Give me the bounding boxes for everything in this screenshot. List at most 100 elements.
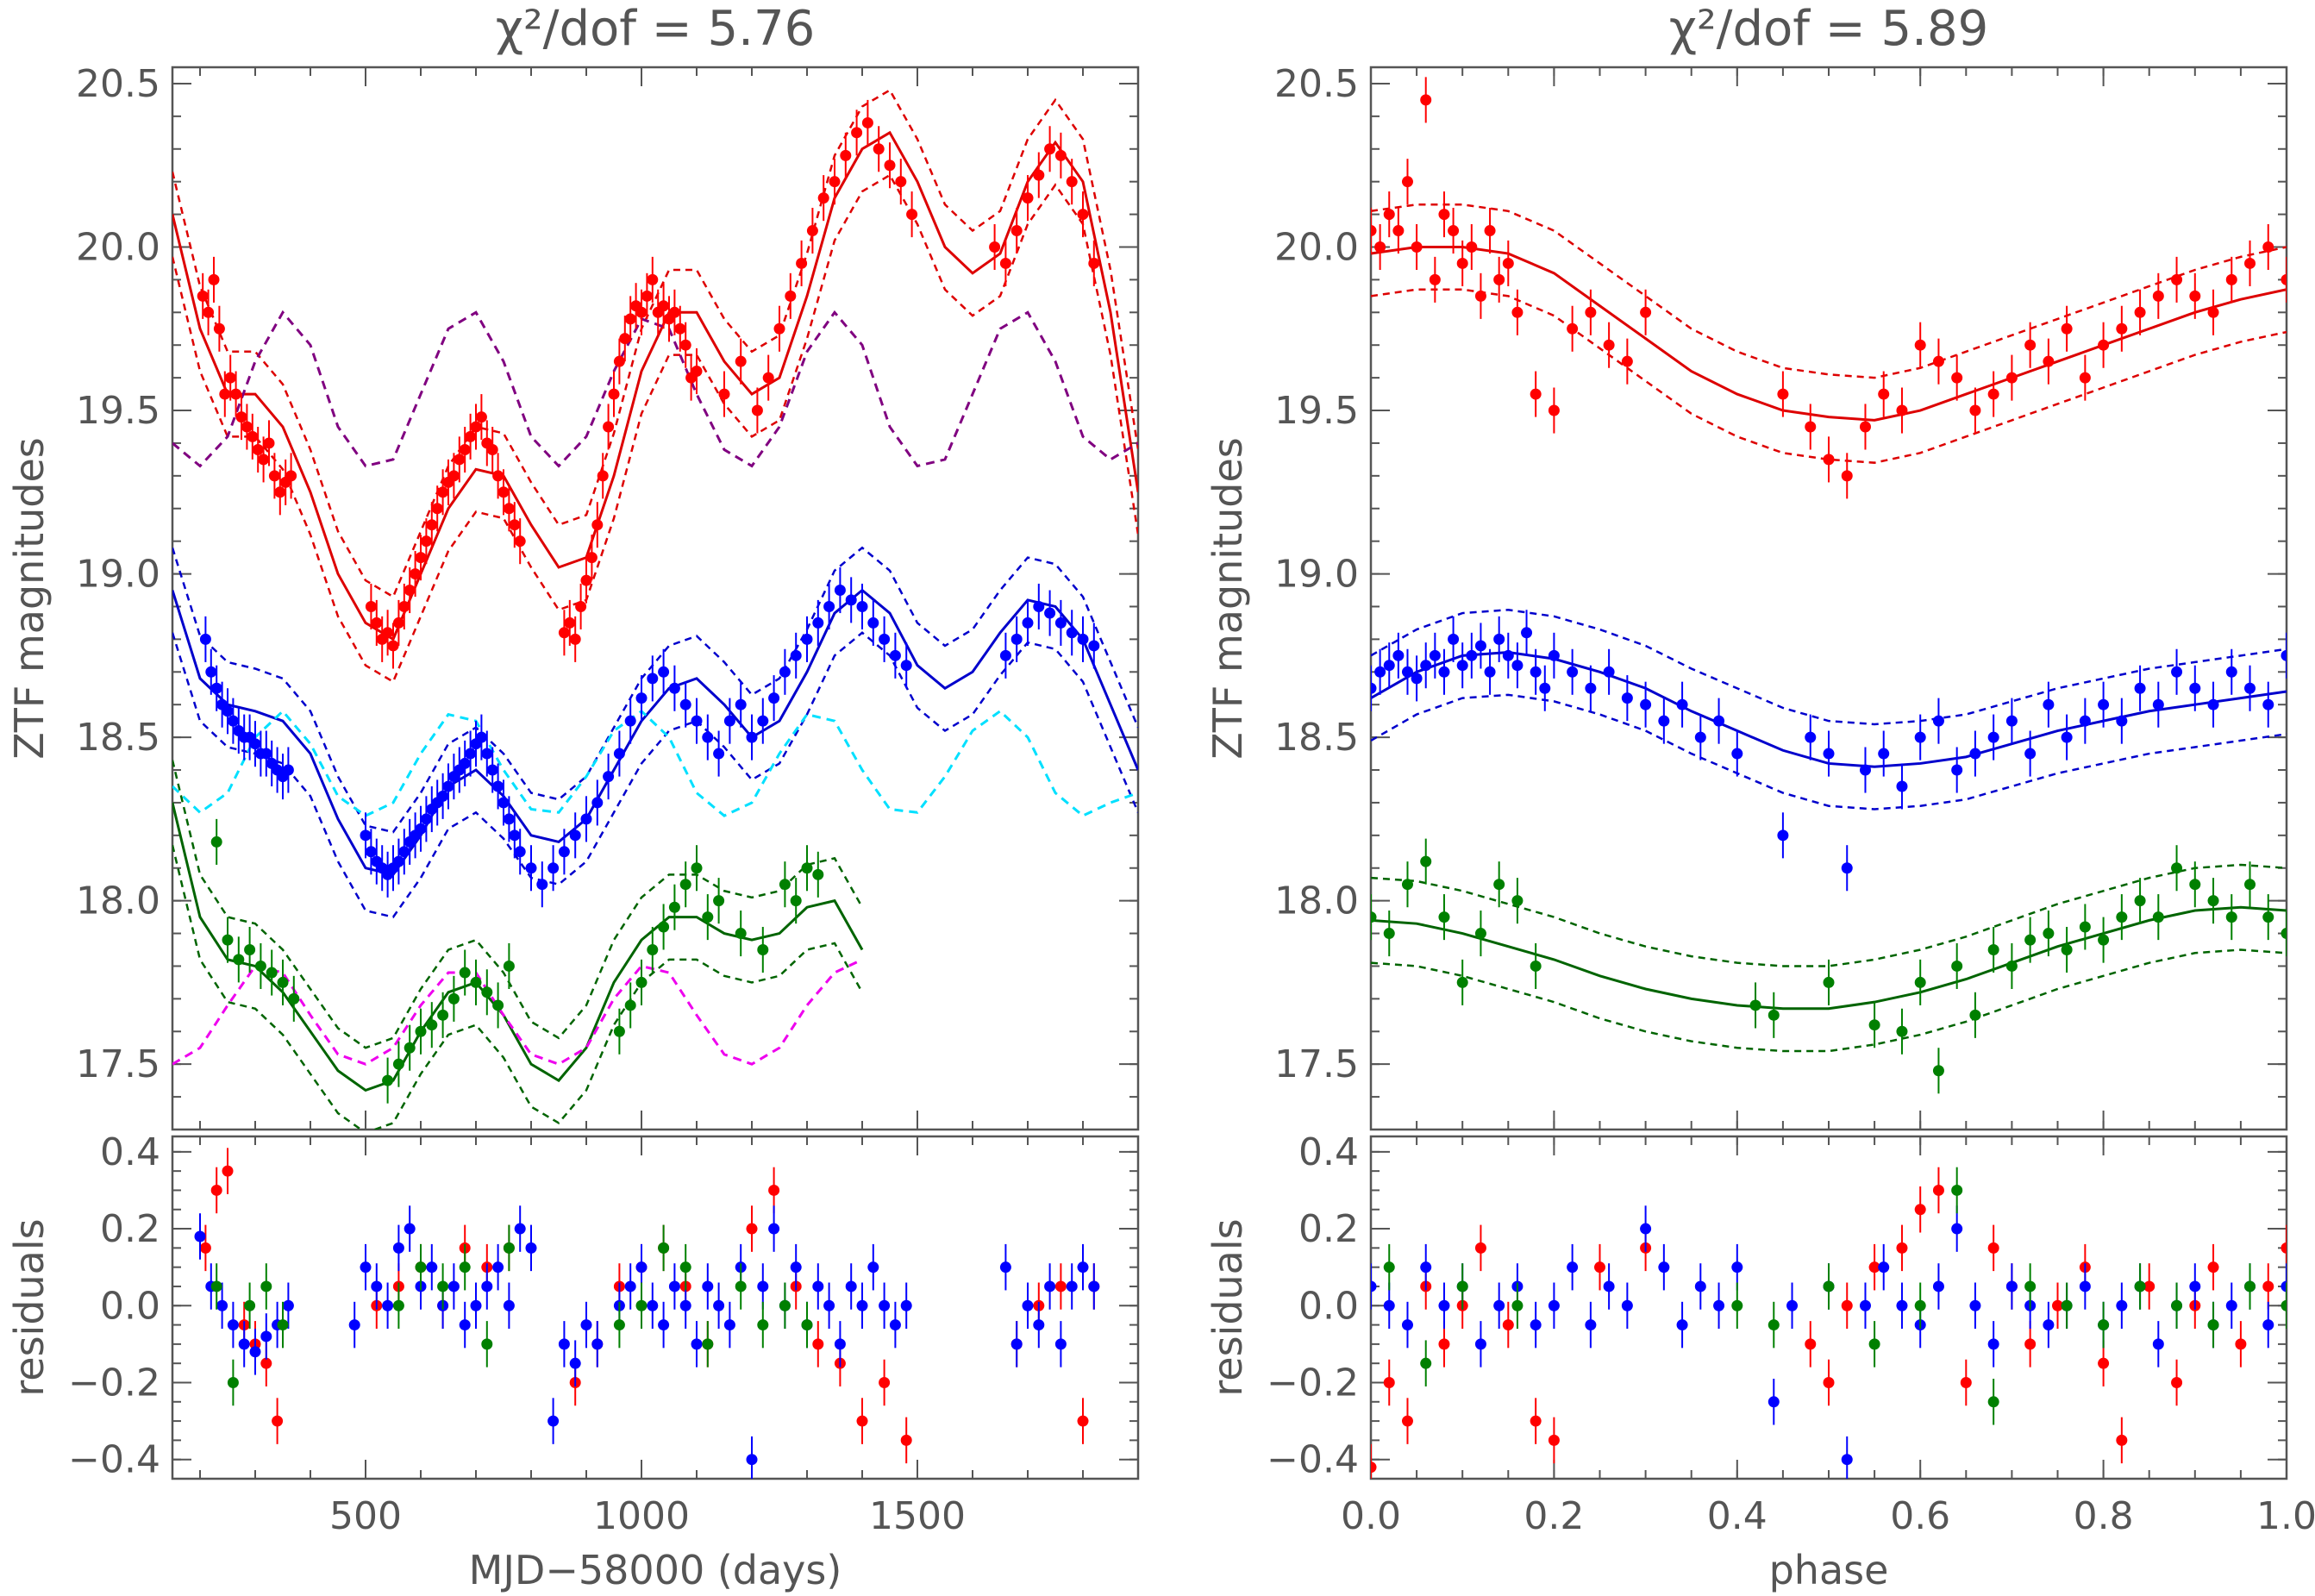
data-point-r	[437, 486, 449, 498]
data-point-b	[1401, 1319, 1413, 1331]
data-point-b	[260, 1330, 272, 1343]
data-point-b	[210, 682, 222, 694]
data-point-g	[2244, 1280, 2256, 1292]
data-point-r	[1530, 1415, 1542, 1427]
data-point-g	[227, 1376, 239, 1388]
data-point-r	[613, 355, 625, 367]
data-point-g	[2171, 1299, 2183, 1311]
data-point-r	[597, 470, 609, 482]
data-point-g	[404, 1042, 416, 1054]
data-point-b	[1010, 633, 1023, 645]
data-point-b	[889, 1319, 901, 1331]
data-point-r	[718, 388, 730, 400]
data-point-r	[861, 116, 873, 128]
data-point-b	[1420, 660, 1432, 672]
data-point-r	[1896, 404, 1908, 416]
data-point-b	[1878, 1261, 1890, 1274]
data-point-r	[404, 585, 416, 597]
data-point-b	[569, 1357, 581, 1369]
data-point-b	[2043, 698, 2055, 710]
data-point-b	[1896, 1299, 1908, 1311]
y-tick-label: 18.5	[1274, 716, 1359, 760]
data-point-b	[713, 1299, 725, 1311]
data-point-b	[845, 594, 857, 606]
data-point-b	[702, 731, 714, 743]
data-point-r	[2116, 322, 2128, 335]
data-point-r	[1371, 225, 1377, 237]
data-point-b	[2225, 1299, 2237, 1311]
data-point-r	[2171, 273, 2183, 285]
plot-frame	[171, 66, 1140, 1131]
data-point-b	[1474, 640, 1486, 652]
data-point-r	[2098, 1357, 2110, 1369]
data-point-g	[779, 1299, 791, 1311]
data-point-r	[851, 127, 863, 139]
data-point-b	[525, 862, 537, 874]
data-point-b	[222, 705, 234, 717]
data-point-b	[1088, 640, 1100, 652]
model-curve-r_model	[1371, 245, 2287, 422]
data-point-r	[387, 640, 399, 652]
data-point-g	[1371, 911, 1377, 923]
data-point-r	[252, 444, 264, 456]
right-top-panel: 17.5 18.0 18.5 19.0 19.5 20.0 20.5 ZTF magnitud…	[1204, 1, 2288, 1131]
data-point-r	[989, 241, 1001, 253]
x-axis-label: MJD−58000 (days)	[469, 1547, 842, 1593]
data-point-g	[735, 1280, 747, 1292]
data-point-b	[1466, 649, 1478, 661]
data-point-b	[900, 1299, 912, 1311]
x-tick-label: 1000	[593, 1494, 690, 1538]
data-point-r	[274, 486, 286, 498]
data-point-r	[1484, 225, 1496, 237]
data-point-g	[1456, 1280, 1468, 1292]
data-point-b	[1987, 1338, 1999, 1350]
data-point-b	[1033, 1319, 1045, 1331]
data-point-b	[282, 1299, 294, 1311]
data-point-b	[2079, 1280, 2091, 1292]
data-point-b	[536, 879, 548, 891]
y-tick-label: −0.4	[1267, 1438, 1359, 1482]
data-point-b	[679, 698, 691, 710]
data-point-b	[812, 616, 824, 629]
data-point-b	[1511, 660, 1524, 672]
data-point-b	[1841, 1454, 1853, 1466]
data-point-r	[454, 454, 466, 466]
data-point-r	[1548, 404, 1560, 416]
data-point-r	[2134, 306, 2146, 318]
data-point-b	[1411, 673, 1423, 685]
y-tick-label: 19.0	[1274, 553, 1359, 597]
data-point-b	[227, 715, 239, 727]
data-point-b	[1932, 1280, 1944, 1292]
data-point-r	[1594, 1261, 1605, 1274]
data-point-b	[1567, 666, 1579, 678]
model-envelope-g_model	[1371, 863, 2287, 967]
data-point-r	[208, 273, 220, 285]
data-point-b	[879, 633, 891, 645]
data-point-g	[2005, 960, 2018, 972]
x-tick-label: 0.2	[1524, 1494, 1584, 1538]
x-tick-label: 0.6	[1890, 1494, 1950, 1538]
data-point-g	[1768, 1009, 1780, 1021]
data-point-g	[1456, 976, 1468, 988]
data-point-g	[2079, 921, 2091, 933]
data-point-b	[547, 1415, 560, 1427]
y-axis-label: residuals	[6, 1218, 53, 1396]
data-point-b	[691, 715, 703, 727]
data-point-r	[1383, 1376, 1395, 1388]
data-point-r	[1841, 1299, 1853, 1311]
data-point-r	[591, 519, 604, 531]
data-point-r	[1777, 388, 1789, 400]
y-axis-label: ZTF magnitudes	[1204, 437, 1251, 759]
data-point-b	[382, 1299, 394, 1311]
x-tick-label: 0.8	[2074, 1494, 2134, 1538]
data-point-r	[1383, 209, 1395, 221]
data-point-b	[1088, 1280, 1100, 1292]
data-point-b	[199, 633, 211, 645]
data-point-b	[2005, 715, 2018, 727]
data-point-r	[2207, 1261, 2219, 1274]
data-point-g	[2262, 911, 2274, 923]
data-point-r	[426, 519, 438, 531]
data-point-r	[1987, 388, 1999, 400]
data-point-g	[713, 895, 725, 907]
data-point-b	[194, 1230, 206, 1242]
